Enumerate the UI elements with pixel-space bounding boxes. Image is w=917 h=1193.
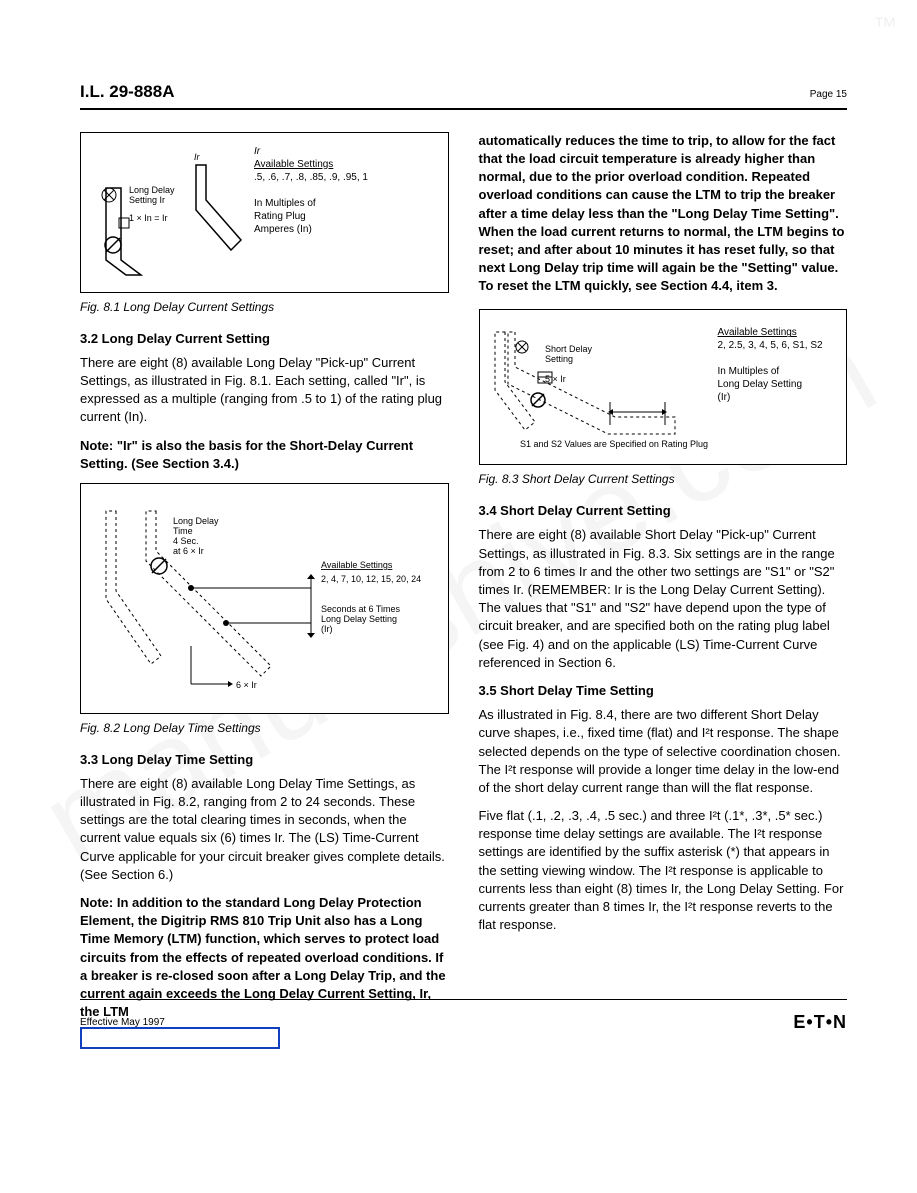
figure-8-3: Short Delay Setting 5 × Ir S1 and S2 Val… [479, 309, 848, 465]
figure-8-1: Long Delay Setting Ir 1 × In = Ir Ir Ir … [80, 132, 449, 293]
svg-text:Setting: Setting [545, 354, 573, 364]
svg-text:Setting Ir: Setting Ir [129, 195, 165, 205]
fig83-caption: Fig. 8.3 Short Delay Current Settings [479, 471, 848, 488]
svg-text:Time: Time [173, 526, 193, 536]
svg-text:2, 4, 7, 10, 12, 15, 20, 24: 2, 4, 7, 10, 12, 15, 20, 24 [321, 574, 421, 584]
svg-text:Long Delay: Long Delay [129, 185, 175, 195]
fig83-avail-title: Available Settings [718, 326, 823, 339]
svg-text:Available Settings: Available Settings [321, 560, 393, 570]
fig81-ir: Ir [254, 145, 368, 158]
fig81-avail-title: Available Settings [254, 158, 368, 171]
svg-text:6 × Ir: 6 × Ir [236, 680, 257, 690]
page-content: I.L. 29-888A Page 15 Long De [0, 0, 917, 1071]
fig83-mult-b: Long Delay Setting [718, 378, 823, 391]
fig82-diagram: Long Delay Time 4 Sec. at 6 × Ir Availab… [91, 496, 421, 696]
fig81-caption: Fig. 8.1 Long Delay Current Settings [80, 299, 449, 316]
svg-text:5 × Ir: 5 × Ir [545, 374, 566, 384]
fig83-diagram: Short Delay Setting 5 × Ir S1 and S2 Val… [490, 322, 710, 452]
document-id: I.L. 29-888A [80, 80, 175, 104]
blue-highlight-box [80, 1027, 280, 1049]
fig81-mult-a: In Multiples of [254, 197, 368, 210]
sec35-p2: Five flat (.1, .2, .3, .4, .5 sec.) and … [479, 807, 848, 934]
svg-text:Seconds at 6 Times: Seconds at 6 Times [321, 604, 401, 614]
sec32-note: Note: "Ir" is also the basis for the Sho… [80, 437, 449, 473]
sec33-title: 3.3 Long Delay Time Setting [80, 751, 449, 769]
svg-text:Long Delay Setting: Long Delay Setting [321, 614, 397, 624]
fig82-caption: Fig. 8.2 Long Delay Time Settings [80, 720, 449, 737]
sec35-p1: As illustrated in Fig. 8.4, there are tw… [479, 706, 848, 797]
fig81-diagram: Long Delay Setting Ir 1 × In = Ir Ir [91, 145, 246, 280]
fig83-mult-a: In Multiples of [718, 365, 823, 378]
right-column: automatically reduces the time to trip, … [479, 132, 848, 1032]
page-header: I.L. 29-888A Page 15 [80, 80, 847, 110]
svg-text:Ir: Ir [194, 152, 201, 162]
page-number: Page 15 [810, 88, 847, 102]
fig81-avail-values: .5, .6, .7, .8, .85, .9, .95, 1 [254, 171, 368, 184]
svg-text:1 × In = Ir: 1 × In = Ir [129, 213, 168, 223]
fig81-mult-c: Amperes (In) [254, 223, 368, 236]
sec32-title: 3.2 Long Delay Current Setting [80, 330, 449, 348]
sec32-p1: There are eight (8) available Long Delay… [80, 354, 449, 427]
svg-text:(Ir): (Ir) [321, 624, 333, 634]
sec35-title: 3.5 Short Delay Time Setting [479, 682, 848, 700]
brand-logo: E•T•N [793, 1010, 847, 1035]
left-column: Long Delay Setting Ir 1 × In = Ir Ir Ir … [80, 132, 449, 1032]
svg-text:S1 and S2 Values are Specified: S1 and S2 Values are Specified on Rating… [520, 439, 708, 449]
svg-text:4 Sec.: 4 Sec. [173, 536, 199, 546]
fig83-mult-c: (Ir) [718, 391, 823, 404]
svg-text:Short Delay: Short Delay [545, 344, 593, 354]
fig83-avail-values: 2, 2.5, 3, 4, 5, 6, S1, S2 [718, 339, 823, 352]
sec34-p1: There are eight (8) available Short Dela… [479, 526, 848, 672]
svg-text:at 6 × Ir: at 6 × Ir [173, 546, 204, 556]
sec34-title: 3.4 Short Delay Current Setting [479, 502, 848, 520]
svg-text:Long Delay: Long Delay [173, 516, 219, 526]
right-bold-continuation: automatically reduces the time to trip, … [479, 132, 848, 296]
fig81-mult-b: Rating Plug [254, 210, 368, 223]
figure-8-2: Long Delay Time 4 Sec. at 6 × Ir Availab… [80, 483, 449, 714]
sec33-p1: There are eight (8) available Long Delay… [80, 775, 449, 884]
